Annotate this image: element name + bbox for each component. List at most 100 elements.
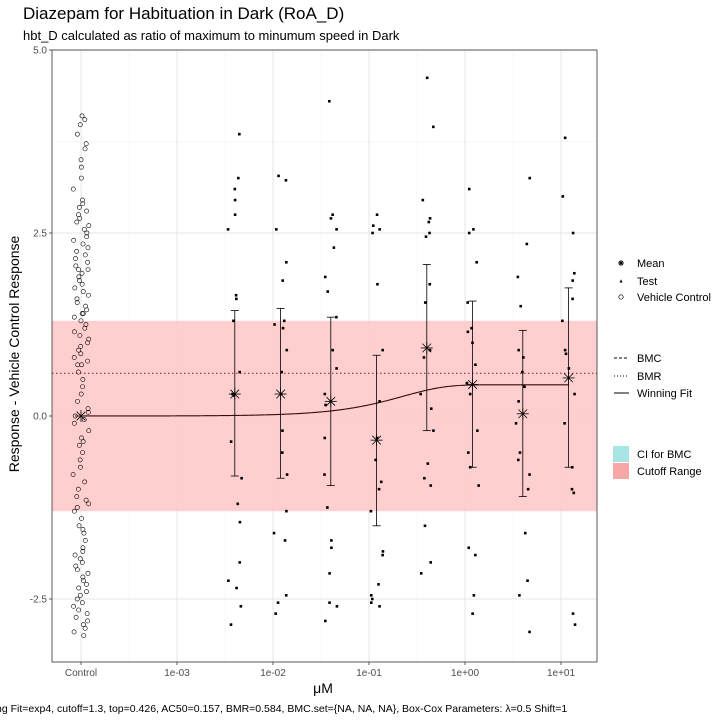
vehicle-control-point [86,223,92,229]
fill-swatch-icon [613,446,629,462]
vehicle-control-point [86,501,92,507]
vehicle-control-point [84,208,89,214]
legend-item: Cutoff Range [613,463,702,479]
test-point [332,246,336,249]
test-point [525,242,529,246]
test-point [514,422,518,425]
test-point [429,484,433,487]
vehicle-control-point [73,256,78,262]
dose-mean-marker [274,388,287,401]
test-point [571,279,574,282]
vehicle-control-point [84,307,90,313]
test-point [281,429,284,432]
test-point [467,231,471,235]
test-point [381,348,384,352]
test-point [563,422,566,425]
test-point [470,326,473,330]
test-point [371,597,374,601]
vehicle-control-point [80,545,86,551]
legend-item: BMC [614,353,662,365]
test-point [331,213,334,216]
test-point [518,594,521,597]
test-point [427,220,431,224]
vehicle-control-point [79,362,85,368]
test-point [519,304,523,308]
test-point [275,228,278,231]
y-tick-label: 0.0 [33,412,47,423]
dose-mean-marker [420,341,433,354]
vehicle-control-point [84,234,90,240]
test-point [377,487,381,491]
vehicle-control-point [82,252,88,258]
dose-mean-marker [324,395,337,408]
vehicle-control-point [80,527,86,532]
fill-swatch-icon [613,463,629,479]
vehicle-control-point [85,245,91,251]
vehicle-control-point [85,409,91,415]
vehicle-control-point [82,538,88,543]
vehicle-control-point [79,270,85,276]
asterisk-icon [618,260,624,266]
test-point [423,476,426,480]
test-point [474,363,477,367]
legend-item: CI for BMC [613,446,691,462]
test-point [236,502,240,506]
test-point [239,605,243,608]
vehicle-control-point [86,428,92,434]
y-axis-label: Response - Vehicle Control Response [6,235,22,472]
vehicle-control-point [79,560,85,565]
test-point [528,473,531,476]
test-point [323,473,326,476]
x-tick-label: 1e-01 [356,668,382,679]
test-point [561,195,565,198]
legend-label: BMC [637,353,662,365]
control-mean-marker [75,410,87,422]
vehicle-control-point [77,122,83,128]
vehicle-control-point [82,625,88,631]
test-point [422,356,426,359]
test-point [378,400,381,403]
vehicle-control-point [83,497,89,503]
vehicle-control-point [80,450,85,455]
test-point [273,323,276,326]
test-point [528,176,532,180]
vehicle-control-point [81,578,87,584]
test-point [572,491,576,495]
test-point [369,594,373,597]
test-point [229,440,233,443]
vehicle-control-point [80,241,86,247]
legend-item: Vehicle Control [618,292,711,304]
test-point [426,462,430,465]
vehicle-control-point [85,358,90,364]
test-point [233,198,237,202]
vehicle-control-point [80,384,85,390]
vehicle-control-point [77,333,83,338]
test-point [328,99,331,103]
test-point [376,282,379,286]
vehicle-control-point [71,314,77,320]
test-point [274,612,277,615]
test-point [571,297,574,301]
test-point [432,125,435,129]
test-point [238,370,241,374]
vehicle-control-point [72,329,77,335]
vehicle-control-point [72,285,78,291]
test-point [475,260,478,264]
test-point [474,553,477,557]
vehicle-control-point [71,355,77,360]
test-point [284,178,288,182]
test-point [522,356,525,359]
test-point [381,553,384,557]
vehicle-control-point [74,494,80,499]
test-point [465,381,469,385]
test-point [281,279,284,282]
test-point [526,579,529,582]
vehicle-control-point [84,611,90,617]
test-point [229,623,233,626]
test-point [226,228,230,231]
test-point [523,385,526,389]
vehicle-control-point [70,472,76,477]
vehicle-control-point [71,237,77,243]
test-point [233,187,237,191]
test-point [335,315,338,319]
